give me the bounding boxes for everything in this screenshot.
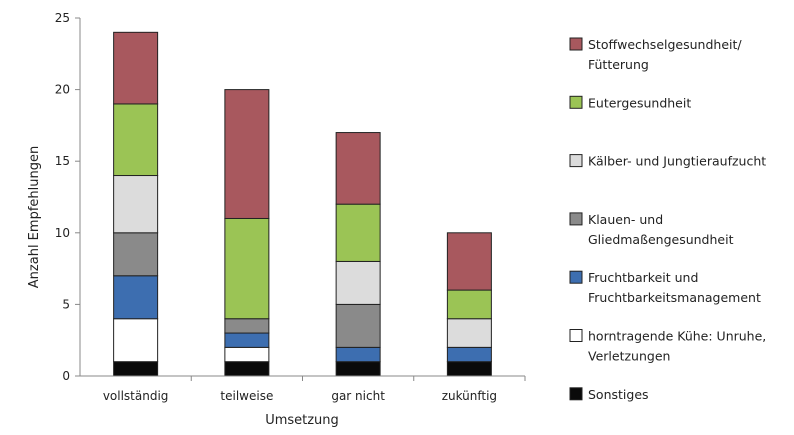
x-tick-label: gar nicht <box>331 389 385 403</box>
bar-segment <box>113 232 159 277</box>
bar-segment <box>113 275 159 320</box>
legend-label: Stoffwechselgesundheit/ <box>588 37 742 52</box>
x-ticks-layer: vollständig teilweise gar nicht zukünftig <box>103 376 526 403</box>
bar-segment <box>446 361 492 377</box>
bar-segment <box>446 346 492 363</box>
y-ticks-layer: 0 5 10 15 20 25 <box>55 11 80 383</box>
legend-swatch <box>569 37 583 51</box>
bar-segment <box>335 132 381 205</box>
bar-segment <box>224 217 270 320</box>
bar-segment <box>113 103 159 177</box>
y-tick-label: 15 <box>55 154 70 168</box>
legend-swatch <box>569 329 583 342</box>
legend-swatch <box>569 212 583 226</box>
legend-swatch <box>569 387 583 401</box>
bar-segment <box>224 318 270 334</box>
x-axis-title: Umsetzung <box>265 413 339 428</box>
y-tick-label: 0 <box>62 369 70 383</box>
legend-label: Eutergesundheit <box>588 95 691 110</box>
bar-segment <box>335 303 381 348</box>
bar-segment <box>335 346 381 363</box>
legend-label: Fütterung <box>588 57 649 72</box>
bar-segment <box>113 175 159 234</box>
legend-label: Fruchtbarkeit und <box>588 270 698 285</box>
bar-segment <box>224 361 270 377</box>
legend-swatch <box>569 154 583 168</box>
bars-layer <box>113 31 492 377</box>
y-tick-label: 25 <box>55 11 70 25</box>
legend-swatch <box>569 270 583 284</box>
bar-segment <box>113 31 159 105</box>
bar-segment <box>335 203 381 262</box>
bar-segment <box>224 346 270 363</box>
x-tick-label: teilweise <box>220 389 273 403</box>
bar-segment <box>224 332 270 348</box>
y-axis-title: Anzahl Empfehlungen <box>27 146 42 288</box>
legend-label: Sonstiges <box>588 387 649 402</box>
bar-segment <box>113 318 159 363</box>
bar-segment <box>446 289 492 320</box>
legend-label: Verletzungen <box>588 349 670 364</box>
legend-label: Fruchtbarkeitsmanagement <box>588 290 761 305</box>
legend-swatch <box>569 95 583 109</box>
bar-segment <box>335 361 381 377</box>
bar-segment <box>224 89 270 219</box>
legend-label: Klauen- und <box>588 212 663 227</box>
legend-label: Gliedmaßengesundheit <box>588 232 734 247</box>
y-tick-label: 20 <box>55 83 70 97</box>
x-tick-label: zukünftig <box>442 389 497 403</box>
bar-segment <box>113 361 159 377</box>
bar-segment <box>335 260 381 305</box>
y-tick-label: 10 <box>55 226 70 240</box>
y-tick-label: 5 <box>62 297 70 311</box>
legend: Stoffwechselgesundheit/Fütterung Euterges… <box>569 37 766 402</box>
bar-segment <box>446 318 492 348</box>
x-tick-label: vollständig <box>103 389 169 403</box>
legend-label: Kälber- und Jungtieraufzucht <box>588 154 766 169</box>
legend-label: horntragende Kühe: Unruhe, <box>588 329 766 344</box>
bar-segment <box>446 232 492 291</box>
